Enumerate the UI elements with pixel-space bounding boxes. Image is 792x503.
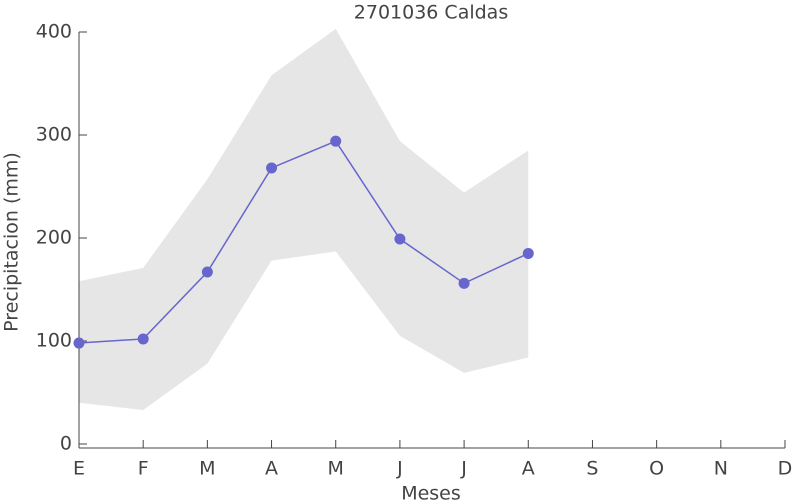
y-axis-label: Precipitacion (mm) [1,152,23,332]
x-tick-label: D [778,458,792,480]
y-tick-label: 0 [60,433,72,455]
data-point [458,277,470,289]
x-tick-label: A [522,458,535,480]
x-tick-label: E [73,458,85,480]
range-band [79,28,529,411]
x-tick-label: N [714,458,728,480]
x-tick-label: S [586,458,598,480]
data-point [266,162,278,174]
x-tick-label: J [460,458,467,480]
y-tick-label: 300 [36,124,72,146]
x-tick-label: M [328,458,344,480]
data-point [137,333,149,345]
data-point [201,266,213,278]
y-tick-label: 400 [36,21,72,43]
data-line [78,140,529,344]
data-point [522,247,534,259]
y-tick-label: 100 [36,330,72,352]
data-point [394,233,406,245]
x-tick-label: A [265,458,278,480]
x-tick-label: O [649,458,664,480]
data-point [73,337,85,349]
chart-title: 2701036 Caldas [354,2,508,24]
data-point [330,135,342,147]
y-tick-label: 200 [36,227,72,249]
x-tick-label: F [138,458,149,480]
x-axis-label: Meses [401,483,461,503]
x-tick-label: J [396,458,403,480]
x-tick-label: M [199,458,215,480]
